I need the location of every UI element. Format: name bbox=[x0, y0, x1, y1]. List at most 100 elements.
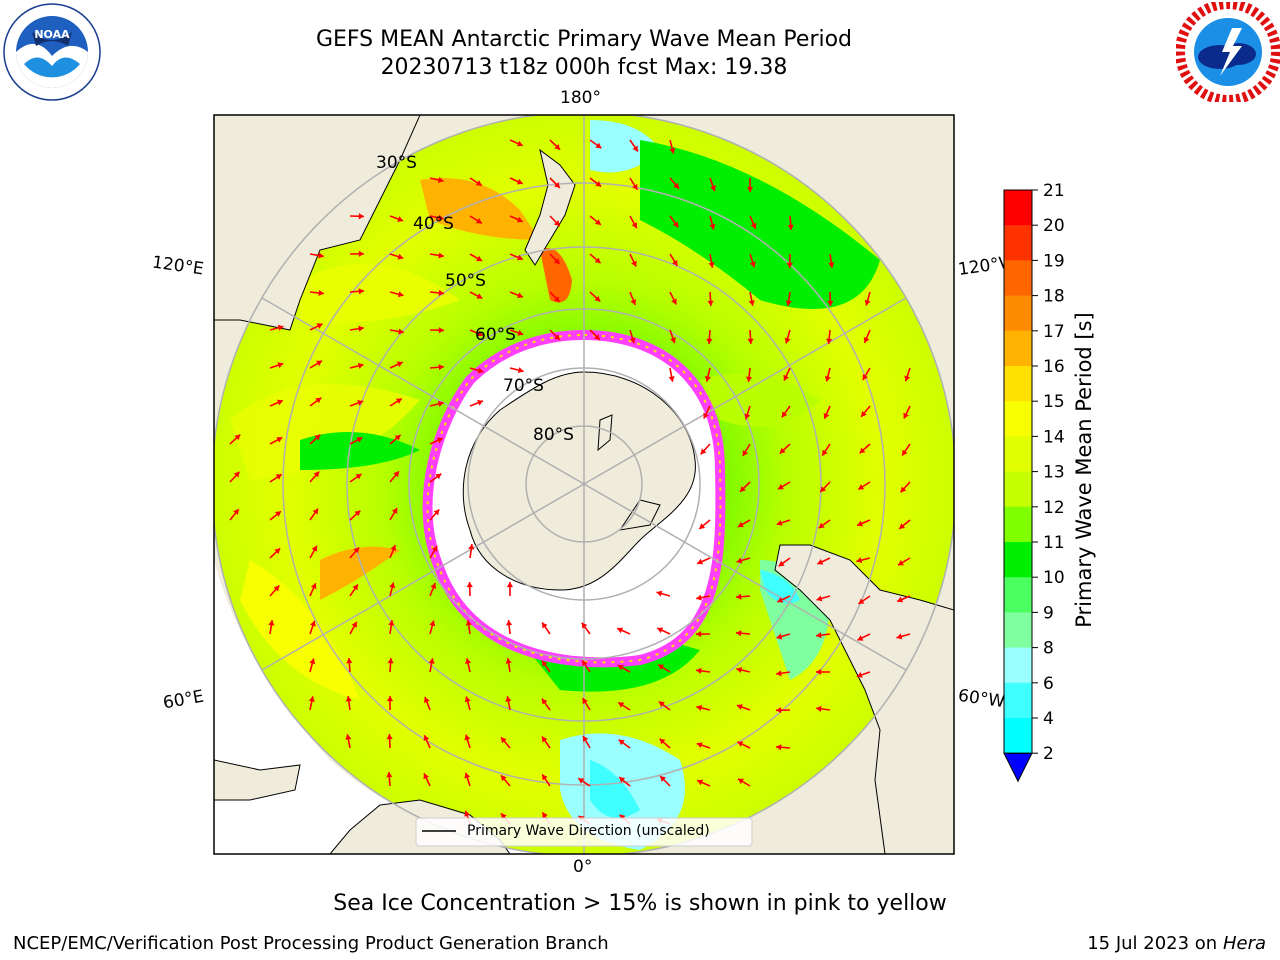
wave-arrow-head bbox=[857, 520, 864, 527]
wave-arrow-head bbox=[900, 486, 907, 493]
wave-arrow-head bbox=[357, 400, 364, 406]
wave-arrow-head bbox=[268, 620, 275, 626]
colorbar-tick-label: 13 bbox=[1043, 463, 1065, 483]
wave-arrow-head bbox=[822, 449, 828, 456]
wave-arrow-head bbox=[501, 737, 507, 744]
wave-arrow-head bbox=[517, 329, 524, 336]
wave-arrow-head bbox=[746, 186, 754, 192]
wave-arrow-head bbox=[708, 262, 715, 268]
wave-arrow-head bbox=[553, 220, 560, 227]
wave-arrow-head bbox=[818, 522, 825, 529]
wave-arrow-head bbox=[578, 778, 585, 784]
wave-arrow-head bbox=[465, 658, 472, 665]
colorbar-band bbox=[1004, 190, 1032, 226]
wave-arrow-head bbox=[902, 449, 908, 456]
wave-arrow-head bbox=[438, 252, 444, 259]
wave-arrow-head bbox=[745, 376, 753, 382]
wave-arrow-head bbox=[816, 668, 822, 676]
wave-arrow-head bbox=[697, 779, 704, 786]
colorbar-band bbox=[1004, 647, 1032, 684]
lat-label-60s: 60°S bbox=[475, 325, 516, 345]
wave-arrow-head bbox=[390, 545, 397, 551]
wave-arrow-head bbox=[476, 255, 483, 262]
wave-arrow-head bbox=[816, 595, 823, 602]
wave-arrow-head bbox=[658, 664, 665, 670]
wave-arrow-head bbox=[899, 523, 906, 529]
wave-arrow-head bbox=[394, 434, 401, 441]
wave-arrow-head bbox=[742, 450, 749, 457]
wave-arrow-head bbox=[826, 338, 833, 344]
wave-arrow-head bbox=[430, 583, 437, 589]
lat-label-30s: 30°S bbox=[376, 153, 417, 173]
wave-arrow-head bbox=[318, 289, 324, 297]
credit-date: 15 Jul 2023 on bbox=[1087, 933, 1223, 954]
wave-arrow-head bbox=[595, 142, 602, 149]
wave-arrow-head bbox=[428, 658, 435, 664]
wave-arrow-head bbox=[388, 620, 395, 626]
colorbar-band bbox=[1004, 471, 1032, 508]
wave-arrow-head bbox=[541, 660, 548, 667]
colorbar-band bbox=[1004, 295, 1032, 332]
wave-arrow-head bbox=[659, 738, 666, 745]
wave-arrow-head bbox=[777, 483, 784, 490]
wave-arrow-head bbox=[275, 474, 282, 480]
wave-arrow-head bbox=[517, 292, 524, 299]
wave-arrow-head bbox=[737, 521, 744, 528]
wave-arrow-head bbox=[858, 598, 865, 604]
colorbar-band bbox=[1004, 260, 1032, 297]
colorbar-tick-label: 20 bbox=[1043, 216, 1065, 236]
sea-ice-note: Sea Ice Concentration > 15% is shown in … bbox=[333, 891, 947, 916]
wave-arrow-head bbox=[787, 224, 794, 230]
wave-arrow-head bbox=[904, 375, 911, 382]
wave-arrow-head bbox=[475, 180, 482, 186]
map-frame bbox=[213, 114, 955, 855]
wave-arrow-head bbox=[436, 437, 443, 444]
wave-arrow-head bbox=[582, 735, 589, 742]
wave-arrow-head bbox=[477, 367, 484, 374]
wave-arrow-head bbox=[777, 597, 784, 603]
wave-arrow-head bbox=[431, 545, 438, 552]
wave-arrow-head bbox=[582, 698, 588, 705]
wave-arrow-head bbox=[234, 434, 241, 441]
wave-arrow-head bbox=[617, 627, 624, 634]
wave-arrow-head bbox=[309, 658, 316, 665]
wave-arrow-head bbox=[274, 548, 281, 555]
arrow-legend bbox=[415, 817, 753, 847]
colorbar: 21 20 19 18 17 16 15 14 13 12 11 10 9 8 6 4 2 bbox=[1003, 181, 1065, 783]
wave-arrow-head bbox=[345, 734, 352, 740]
lat-label-50s: 50°S bbox=[445, 271, 486, 291]
wave-arrow-head bbox=[313, 471, 320, 478]
colorbar-tick-label: 21 bbox=[1043, 181, 1065, 201]
wave-arrow-head bbox=[516, 254, 523, 261]
wave-arrow-head bbox=[277, 362, 284, 369]
wave-arrow-head bbox=[315, 397, 322, 404]
wave-arrow-head bbox=[276, 399, 283, 406]
wave-arrow-head bbox=[581, 622, 588, 629]
colorbar-band bbox=[1004, 577, 1032, 613]
wave-arrow-head bbox=[500, 775, 507, 782]
legend-label: Primary Wave Direction (unscaled) bbox=[467, 823, 710, 839]
wave-arrow-head bbox=[386, 734, 393, 740]
wave-arrow-head bbox=[464, 696, 471, 703]
wave-arrow-head bbox=[786, 262, 793, 268]
wave-arrow-head bbox=[397, 291, 404, 298]
wave-arrow-head bbox=[897, 596, 904, 603]
wave-arrow-head bbox=[464, 734, 471, 741]
colorbar-tick-label: 4 bbox=[1043, 709, 1054, 729]
wave-arrow-head bbox=[595, 180, 602, 187]
colorbar-tick-label: 17 bbox=[1043, 322, 1065, 342]
wave-arrow-head bbox=[516, 140, 523, 147]
wave-arrow-head bbox=[670, 337, 676, 344]
wave-arrow-head bbox=[310, 583, 317, 590]
wave-arrow-head bbox=[554, 334, 560, 340]
wave-arrow-head bbox=[696, 667, 702, 674]
nws-logo bbox=[1176, 2, 1280, 102]
wave-arrow-head bbox=[476, 293, 483, 299]
wave-arrow-head bbox=[823, 412, 830, 419]
wave-arrow-head bbox=[277, 324, 284, 331]
wave-arrow-head bbox=[314, 434, 321, 441]
wave-direction-arrows bbox=[229, 139, 911, 825]
wave-arrow-head bbox=[554, 143, 561, 150]
wave-arrow-head bbox=[776, 707, 782, 714]
